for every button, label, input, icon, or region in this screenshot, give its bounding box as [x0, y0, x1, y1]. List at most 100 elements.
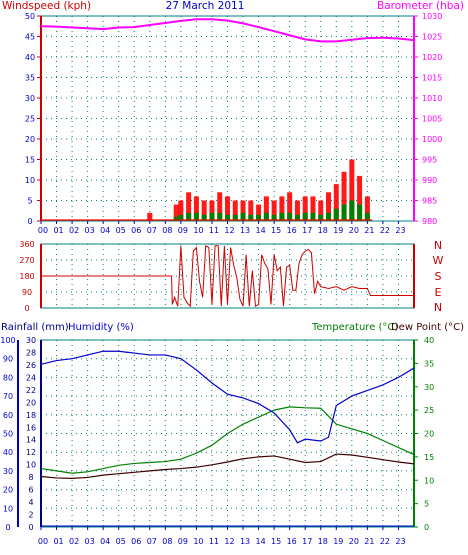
rainfall-tick-label: 2: [28, 511, 33, 520]
temperature-tick-label: 0: [424, 523, 429, 532]
gust-bar: [186, 192, 192, 221]
average-bar: [186, 212, 192, 221]
hour-tick-label: 07: [147, 537, 157, 546]
humidity-tick-label: 30: [3, 467, 13, 476]
direction-tick-label: 90: [22, 288, 32, 297]
gust-bar: [173, 204, 179, 221]
temperature-tick-label: 30: [424, 383, 434, 392]
windspeed-tick-label: 10: [25, 176, 35, 185]
chart-date-title: 27 March 2011: [166, 0, 245, 12]
hour-tick-label: 09: [178, 537, 188, 546]
hour-tick-label: 05: [116, 226, 126, 235]
average-bar: [248, 214, 254, 221]
hour-tick-label: 17: [302, 537, 312, 546]
humidity-tick-label: 100: [0, 336, 15, 345]
gust-bar: [232, 200, 238, 221]
humidity-tick-label: 90: [3, 355, 13, 364]
wind-direction-line: [41, 244, 414, 308]
windspeed-tick-label: 40: [25, 53, 35, 62]
average-bar: [364, 212, 370, 221]
temperature-tick-label: 20: [424, 430, 434, 439]
hour-tick-label: 00: [38, 226, 48, 235]
windspeed-tick-label: 35: [25, 74, 35, 83]
humidity-line: [40, 350, 415, 444]
hour-tick-label: 07: [147, 226, 157, 235]
compass-label: S: [435, 270, 442, 283]
rainfall-tick-label: 14: [26, 436, 36, 445]
rainfall-tick-label: 4: [28, 498, 33, 507]
average-bar: [326, 212, 332, 221]
average-bar: [279, 212, 285, 221]
hour-tick-label: 23: [395, 537, 405, 546]
gust-bar: [193, 196, 199, 221]
hour-tick-label: 15: [271, 226, 281, 235]
barometer-axis-label: Barometer (hba): [377, 0, 464, 12]
rainfall-tick-label: 16: [26, 423, 36, 432]
average-bar: [240, 212, 246, 221]
gust-bar: [271, 200, 277, 221]
hour-tick-label: 20: [349, 226, 359, 235]
compass-label: N: [434, 239, 442, 252]
rainfall-tick-label: 18: [26, 411, 36, 420]
hour-tick-label: 22: [380, 537, 390, 546]
average-bar: [225, 214, 230, 221]
gust-bar: [256, 204, 262, 221]
barometer-tick-label: 1030: [422, 12, 442, 21]
hour-tick-label: 13: [240, 537, 250, 546]
average-bar: [232, 214, 238, 221]
barometer-tick-label: 1005: [422, 115, 442, 124]
rainfall-tick-label: 24: [26, 373, 36, 382]
windspeed-tick-label: 5: [27, 197, 32, 206]
hour-tick-label: 02: [69, 226, 79, 235]
hour-tick-label: 21: [364, 537, 374, 546]
gust-bar: [310, 196, 316, 221]
gust-bar: [294, 200, 300, 221]
average-bar: [201, 214, 207, 221]
hour-tick-label: 03: [85, 537, 95, 546]
rainfall-tick-label: 0: [28, 523, 33, 532]
average-bar: [294, 214, 300, 221]
temperature-line: [40, 406, 415, 474]
gust-bar: [341, 171, 347, 221]
average-bar: [333, 208, 339, 221]
windspeed-tick-label: 15: [25, 156, 35, 165]
hour-tick-label: 11: [209, 537, 219, 546]
humidity-tick-label: 20: [3, 486, 13, 495]
temperature-tick-label: 35: [424, 359, 434, 368]
barometer-line: [40, 18, 415, 43]
average-bar: [193, 212, 199, 221]
hour-tick-label: 08: [162, 226, 172, 235]
hour-tick-label: 19: [333, 537, 343, 546]
barometer-tick-label: 990: [422, 176, 437, 185]
gust-bar: [326, 192, 332, 221]
hour-tick-label: 04: [100, 226, 110, 235]
barometer-tick-label: 985: [422, 197, 437, 206]
rainfall-tick-label: 30: [26, 336, 36, 345]
compass-label: E: [435, 286, 442, 299]
windspeed-tick-label: 0: [27, 217, 32, 226]
hour-tick-label: 17: [302, 226, 312, 235]
windspeed-tick-label: 30: [25, 94, 35, 103]
average-bar: [217, 212, 223, 221]
temperature-tick-label: 40: [424, 336, 434, 345]
humidity-tick-label: 80: [3, 373, 13, 382]
hour-tick-label: 08: [162, 537, 172, 546]
gust-bar: [333, 184, 339, 221]
hour-tick-label: 02: [69, 537, 79, 546]
hour-tick-label: 05: [116, 537, 126, 546]
windspeed-tick-label: 25: [25, 115, 35, 124]
windspeed-axis-label: Windspeed (kph): [2, 0, 91, 12]
humidity-tick-label: 0: [5, 523, 10, 532]
temperature-tick-label: 5: [424, 500, 429, 509]
gust-bar: [209, 200, 215, 221]
gust-bar: [147, 212, 153, 221]
hour-tick-label: 18: [318, 226, 328, 235]
gust-bar: [279, 196, 285, 221]
humidity-tick-label: 10: [3, 504, 13, 513]
gust-bar: [217, 192, 223, 221]
hour-tick-label: 16: [287, 226, 297, 235]
hour-tick-label: 12: [224, 226, 234, 235]
gust-bar: [287, 192, 293, 221]
windspeed-tick-label: 50: [25, 12, 35, 21]
hour-tick-label: 23: [395, 226, 405, 235]
